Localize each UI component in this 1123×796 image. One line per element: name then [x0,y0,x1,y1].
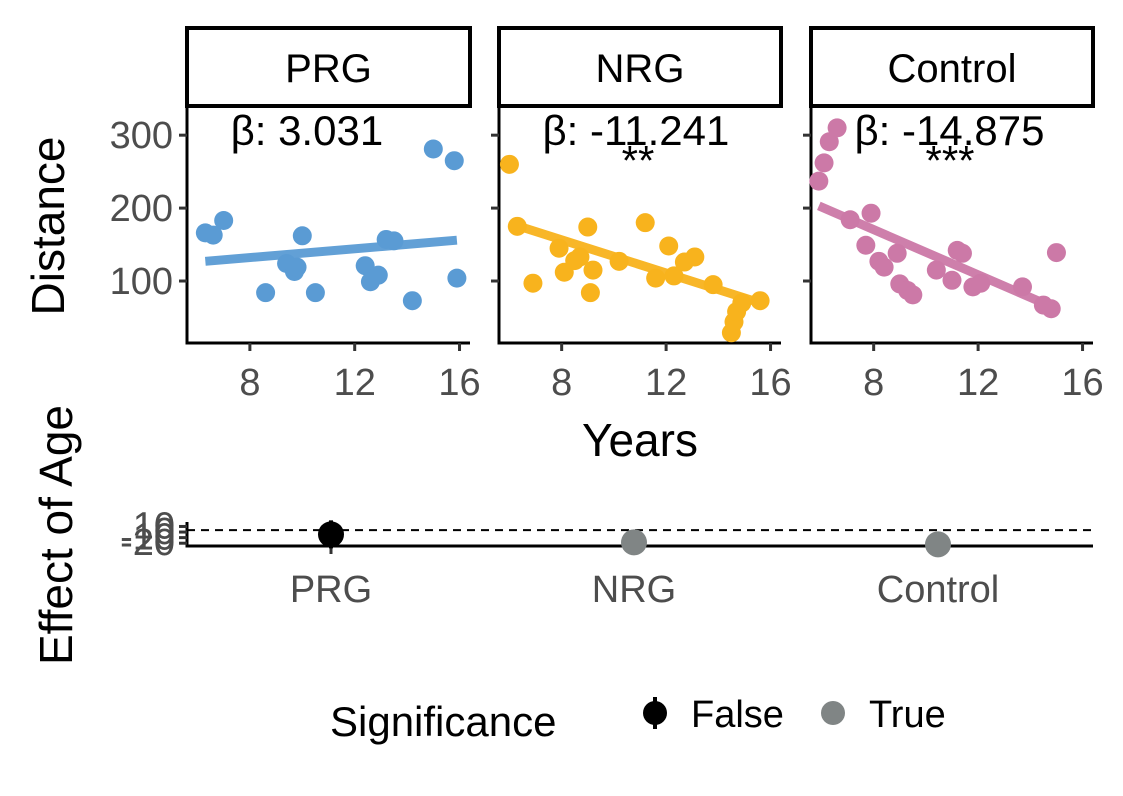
data-point [809,171,829,191]
x-tick-label: 12 [957,362,999,404]
significance-stars: ** [622,137,655,184]
data-point [903,285,923,305]
data-point [305,283,325,303]
x-tick-label: 16 [1061,362,1103,404]
x-axis-title: Years [582,414,698,466]
data-point [685,247,705,267]
x-tick-label: 16 [749,362,791,404]
data-point [423,139,443,159]
data-point [664,266,684,286]
data-point [952,243,972,263]
data-point [444,151,464,171]
data-point [292,226,312,246]
data-point [1041,299,1061,319]
data-point [384,231,404,251]
y-axis-title: Distance [22,137,74,316]
facet-panel-control: Control 8 12 16 β: -14.875*** [803,26,1104,404]
data-point [942,270,962,290]
x-tick-label: 8 [863,362,884,404]
data-point [861,203,881,223]
beta-annotation: β: -11.241 [543,107,730,154]
regression-line [204,235,458,266]
legend-label: True [869,694,946,736]
x-tick-label: 12 [334,362,376,404]
x-tick-label: Control [877,569,1000,611]
facet-strip [497,26,783,108]
data-point [874,257,894,277]
facet-panel-prg: PRG 8 12 16 100 200 300 β: 3.031 [110,26,481,404]
distance-by-years-faceted-plot: PRG 8 12 16 100 200 300 β: 3.031 NRG 8 12 16 β: -11.… [22,26,1104,466]
data-point [570,247,590,267]
data-point [1046,243,1066,263]
data-point [214,210,234,230]
data-point [499,154,519,174]
beta-annotation: β: -14.875 [855,107,1045,154]
x-tick-label: NRG [592,569,676,611]
y-tick-label: 0 [154,511,175,553]
data-point [971,273,991,293]
x-tick-label: 8 [551,362,572,404]
data-point [287,257,307,277]
significance-stars: *** [925,137,974,184]
y-tick-label: -10 [120,517,175,559]
beta-annotation: β: 3.031 [231,107,384,154]
effect-of-age-plot: 100-10-20 PRG NRG Control Effect of Age [30,405,1093,665]
data-point [549,238,569,258]
legend-key [821,701,845,725]
y-tick-label: 10 [133,505,175,547]
data-point [507,216,527,236]
facet-strip-label: NRG [596,47,685,91]
data-point [580,283,600,303]
regression-line [513,220,762,308]
effect-point [621,529,647,556]
data-point [583,260,603,280]
legend-title: Significance [330,698,556,745]
data-point [447,268,467,288]
y-tick-label: -20 [120,522,175,564]
data-point [750,291,770,311]
data-point [368,265,388,285]
y-axis-title: Effect of Age [30,405,82,665]
x-tick-label: 16 [438,362,480,404]
data-point [819,132,839,152]
data-point [256,283,276,303]
data-point [814,153,834,173]
data-point [646,268,666,288]
data-point [1013,277,1032,297]
x-tick-label: 8 [239,362,260,404]
y-tick-label: 100 [110,261,173,303]
effect-point [925,531,951,558]
data-point [203,225,223,245]
facet-strip-label: PRG [285,47,372,91]
legend-label: False [691,694,784,736]
facet-strip [185,26,472,108]
data-point [856,235,876,255]
x-tick-label: PRG [290,569,372,611]
data-point [402,291,422,311]
data-point [609,251,629,271]
y-tick-label: 300 [110,115,173,157]
data-point [659,236,679,256]
facet-strip-label: Control [888,47,1017,91]
x-tick-label: 12 [645,362,687,404]
y-tick-label: 200 [110,188,173,230]
significance-legend: Significance False True [330,694,946,745]
facet-panel-nrg: NRG 8 12 16 β: -11.241** [491,26,792,404]
facet-strip [809,26,1095,108]
data-point [887,243,907,263]
data-point [578,217,598,237]
data-point [523,273,543,293]
data-point [703,275,723,295]
data-point [732,293,752,313]
data-point [635,213,655,233]
data-point [355,256,375,276]
data-point [926,260,946,280]
data-point [840,210,860,230]
data-point [827,118,847,138]
